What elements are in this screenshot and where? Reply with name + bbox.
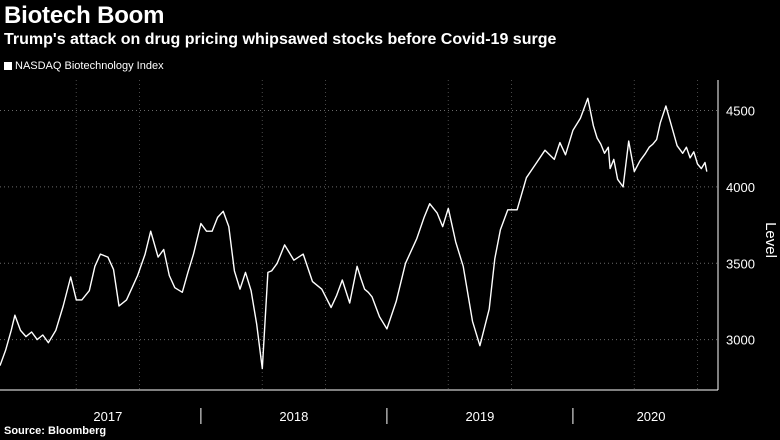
- x-tick-label-2017: 2017: [93, 409, 122, 424]
- chart-title: Biotech Boom: [4, 2, 165, 29]
- y-tick-label-4500: 4500: [726, 104, 755, 119]
- year-dividers: [200, 408, 574, 424]
- grid-layer: [0, 80, 718, 390]
- chart-subtitle: Trump's attack on drug pricing whipsawed…: [4, 31, 557, 48]
- y-tick-label-4000: 4000: [726, 180, 755, 195]
- series-layer: [0, 97, 708, 370]
- legend: NASDAQ Biotechnology Index: [4, 60, 164, 72]
- x-tick-label-2018: 2018: [279, 409, 308, 424]
- y-tick-label-3500: 3500: [726, 256, 755, 271]
- legend-swatch: [4, 62, 12, 70]
- x-tick-label-2019: 2019: [465, 409, 494, 424]
- x-tick-labels: 2017 2018 2019 2020: [93, 409, 665, 424]
- y-tick-labels: 3000 3500 4000 4500: [726, 104, 755, 348]
- source-note: Source: Bloomberg: [4, 425, 107, 437]
- y-tick-label-3000: 3000: [726, 333, 755, 348]
- series-line-0: [0, 97, 708, 370]
- x-tick-label-2020: 2020: [637, 409, 666, 424]
- legend-label: NASDAQ Biotechnology Index: [15, 60, 164, 72]
- y-axis-title: Level: [762, 222, 779, 258]
